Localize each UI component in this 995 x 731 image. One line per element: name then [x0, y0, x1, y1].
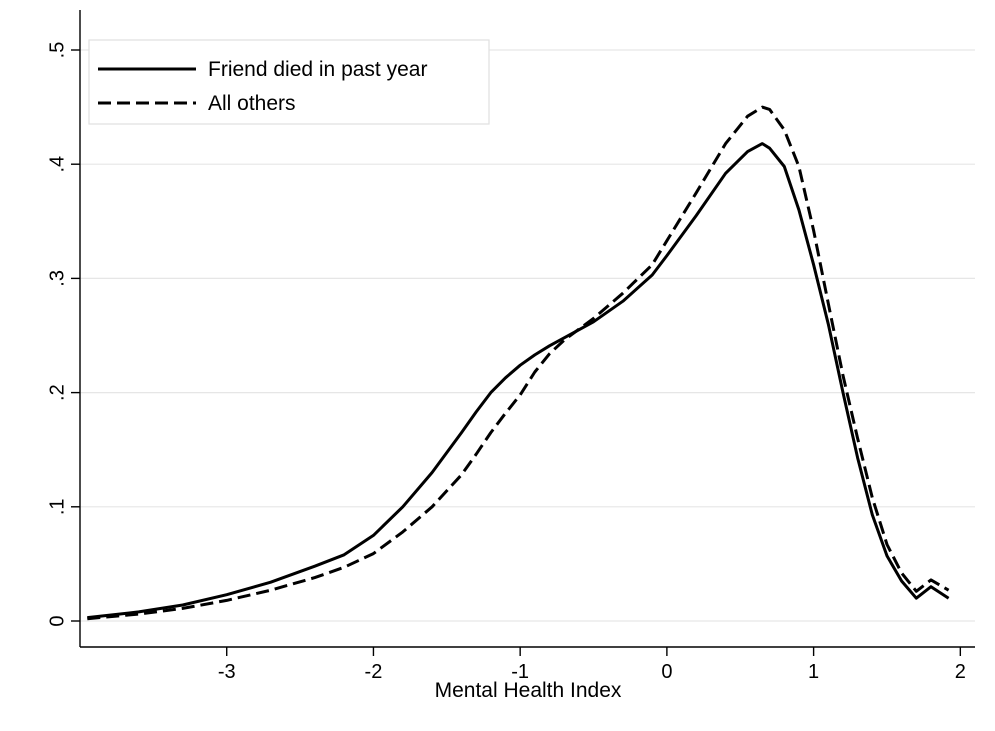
- gridlines: [80, 49, 975, 622]
- legend: Friend died in past year All others: [88, 39, 490, 125]
- x-tick-label: 2: [955, 661, 966, 683]
- x-tick-label: 0: [661, 661, 672, 683]
- legend-label: All others: [208, 92, 296, 115]
- y-tick-label: .1: [46, 498, 68, 515]
- y-tick-label: .4: [46, 156, 68, 173]
- y-tick-label: 0: [46, 615, 68, 626]
- legend-label: Friend died in past year: [208, 58, 427, 81]
- ticks: 0 .1 .2 .3 .4 .5 -3 -2 -1 0 1 2: [46, 42, 966, 683]
- y-tick-label: .5: [46, 42, 68, 59]
- y-tick-label: .2: [46, 384, 68, 401]
- x-tick-label: 1: [808, 661, 819, 683]
- legend-box: [88, 39, 490, 125]
- series-lines: [87, 105, 950, 621]
- x-axis-title: Mental Health Index: [435, 679, 622, 702]
- y-tick-label: .3: [46, 270, 68, 287]
- series-line-friend-died: [87, 142, 950, 620]
- x-tick-label: -1: [511, 661, 529, 683]
- x-tick-label: -2: [365, 661, 383, 683]
- axes: [79, 10, 975, 648]
- x-tick-label: -3: [218, 661, 236, 683]
- series-line-all-others: [87, 105, 950, 621]
